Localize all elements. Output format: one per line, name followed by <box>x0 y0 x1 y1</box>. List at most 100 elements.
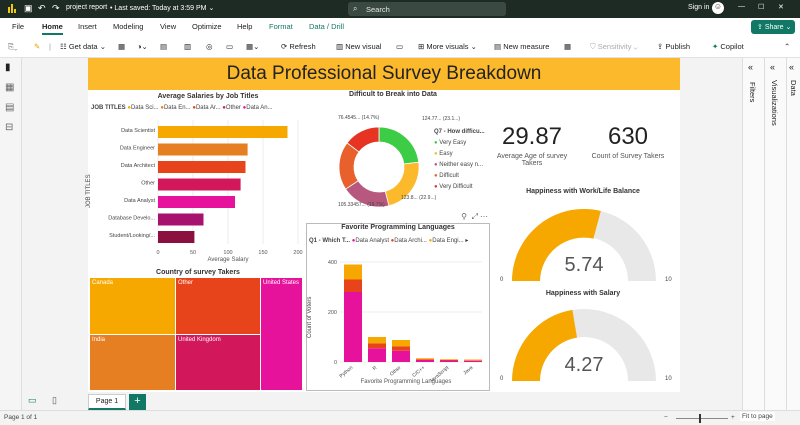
lang-x-tick: Other <box>389 365 403 378</box>
lang-bar-segment <box>440 360 458 361</box>
publish-button[interactable]: ⇪ Publish <box>657 42 690 51</box>
paste-icon[interactable]: ⎘⌄ <box>8 42 18 51</box>
copilot-icon: ✦ <box>712 42 719 51</box>
textbox-icon[interactable]: ▭ <box>396 42 404 51</box>
menu-file[interactable]: File <box>12 22 25 31</box>
copilot-button[interactable]: ✦ Copilot <box>712 42 744 51</box>
new-visual-label: New visual <box>345 42 382 51</box>
lang-y-tick: 400 <box>328 260 337 266</box>
title-bar: ▣ ↶ ↷ project report • Last saved: Today… <box>0 0 800 18</box>
legend-data-analyst: Data Analyst <box>355 238 389 244</box>
menu-home[interactable]: Home <box>42 22 63 35</box>
database-icon: ☷ <box>60 42 67 51</box>
country-treemap: Canada Other United States India United … <box>90 278 302 390</box>
page-1-tab[interactable]: Page 1 <box>88 394 126 410</box>
collapse-data-icon[interactable]: « <box>789 62 795 72</box>
share-button[interactable]: ⇪ Share ⌄ <box>751 20 795 34</box>
legend-next-icon[interactable]: ▸ <box>465 238 469 244</box>
menu-data-drill[interactable]: Data / Drill <box>309 22 345 31</box>
donut-chart-title: Difficult to Break into Data <box>349 91 437 98</box>
new-measure-button[interactable]: ▤ New measure <box>494 42 549 51</box>
desktop-view-icon[interactable]: ▭ <box>28 395 37 405</box>
report-view-icon[interactable]: ▮ <box>5 62 11 73</box>
treemap-cell-united-kingdom[interactable]: United Kingdom <box>176 335 260 390</box>
donut-legend-text: Easy <box>439 151 453 157</box>
languages-visual-frame[interactable]: ⚲ ⤢ ⋯ <box>306 212 490 391</box>
languages-x-label: Favorite Programming Languages <box>360 379 452 385</box>
survey-count-label: Count of Survey Takers <box>591 153 665 160</box>
donut-label-4: 105.33457... (19.7%) <box>338 202 385 208</box>
table-view-icon[interactable]: ▦ <box>5 82 15 93</box>
menu-view[interactable]: View <box>160 22 177 31</box>
languages-legend: Q1 - Which T... ●Data Analyst ●Data Arch… <box>309 238 469 244</box>
zoom-slider[interactable] <box>676 418 728 419</box>
minimize-icon[interactable]: — <box>738 3 745 10</box>
refresh-label: Refresh <box>289 42 316 51</box>
recent-sources-icon[interactable]: ▭ <box>226 42 234 51</box>
undo-icon[interactable]: ↶ <box>38 3 46 13</box>
gauge-work-life-min: 0 <box>500 277 504 283</box>
onelake-icon[interactable]: ◑⌄ <box>137 42 148 51</box>
get-data-button[interactable]: ☷ Get data ⌄ <box>60 42 106 51</box>
lang-bar-segment <box>464 360 482 362</box>
menu-help[interactable]: Help <box>237 22 253 31</box>
zoom-out-icon[interactable]: − <box>664 414 668 421</box>
zoom-slider-handle[interactable] <box>699 414 701 423</box>
dax-view-icon[interactable]: ⊟ <box>5 122 14 133</box>
close-icon[interactable]: ✕ <box>778 4 784 11</box>
filters-pane[interactable]: « Filters <box>742 58 764 410</box>
redo-icon[interactable]: ↷ <box>52 3 60 13</box>
share-icon: ⇪ <box>757 24 763 31</box>
fit-to-page-button[interactable]: Fit to page <box>740 412 775 421</box>
focus-mode-icon[interactable]: ⤢ <box>471 212 478 221</box>
save-icon[interactable]: ▣ <box>24 3 33 13</box>
dataverse-icon[interactable]: ◎ <box>206 42 213 51</box>
enter-data-icon[interactable]: ▥ <box>184 42 192 51</box>
treemap-cell-other[interactable]: Other <box>176 278 260 334</box>
status-bar: Page 1 of 1 − + Fit to page <box>0 410 800 425</box>
get-data-label: Get data <box>68 42 98 51</box>
more-options-icon[interactable]: ⋯ <box>480 212 488 221</box>
sensitivity-button[interactable]: ⛉ Sensitivity ⌄ <box>590 42 638 51</box>
copilot-label: Copilot <box>720 42 744 51</box>
lang-y-tick: 0 <box>334 360 337 366</box>
sensitivity-label: Sensitivity <box>597 42 632 51</box>
data-pane[interactable]: « Data <box>786 58 800 410</box>
quick-measure-icon[interactable]: ▦ <box>564 42 572 51</box>
donut-label-3: 123.8... (22.9...) <box>401 195 437 201</box>
donut-slice <box>346 126 380 153</box>
signin-link[interactable]: Sign in <box>688 4 710 11</box>
new-visual-button[interactable]: ▥ New visual <box>336 42 381 51</box>
collapse-ribbon-icon[interactable]: ⌃ <box>784 42 791 51</box>
collapse-visualizations-icon[interactable]: « <box>770 62 776 72</box>
maximize-icon[interactable]: ☐ <box>758 4 765 11</box>
menu-format[interactable]: Format <box>269 22 293 31</box>
zoom-in-icon[interactable]: + <box>731 414 735 421</box>
report-canvas: Data Professional Survey Breakdown Avera… <box>86 58 680 392</box>
menu-insert[interactable]: Insert <box>78 22 97 31</box>
avatar-icon[interactable]: ☺ <box>712 2 724 14</box>
visualizations-pane[interactable]: « Visualizations <box>764 58 786 410</box>
mobile-view-icon[interactable]: ▯ <box>52 395 57 405</box>
format-painter-icon[interactable]: ✎ <box>34 42 41 51</box>
menu-optimize[interactable]: Optimize <box>192 22 222 31</box>
publish-icon: ⇪ <box>657 42 664 51</box>
menu-modeling[interactable]: Modeling <box>113 22 144 31</box>
refresh-button[interactable]: ⟳ Refresh <box>281 42 316 51</box>
treemap-cell-united-states[interactable]: United States <box>261 278 302 390</box>
salary-y-tick: Data Engineer <box>120 146 155 152</box>
treemap-cell-canada[interactable]: Canada <box>90 278 175 334</box>
treemap-cell-india[interactable]: India <box>90 335 175 390</box>
transform-icon[interactable]: ▦⌄ <box>246 42 260 51</box>
report-title: Data Professional Survey Breakdown <box>88 58 680 90</box>
model-view-icon[interactable]: ▤ <box>5 102 15 113</box>
add-page-button[interactable]: + <box>129 394 146 410</box>
sql-icon[interactable]: ▤ <box>160 42 168 51</box>
donut-legend-text: Very Easy <box>439 140 467 146</box>
collapse-filters-icon[interactable]: « <box>748 62 754 72</box>
excel-icon[interactable]: ▦ <box>118 42 126 51</box>
lang-bar-segment <box>416 360 434 362</box>
search-input[interactable]: ⌕ Search <box>348 2 506 16</box>
more-visuals-button[interactable]: ⊞ More visuals ⌄ <box>418 42 477 51</box>
filter-icon[interactable]: ⚲ <box>461 212 467 221</box>
